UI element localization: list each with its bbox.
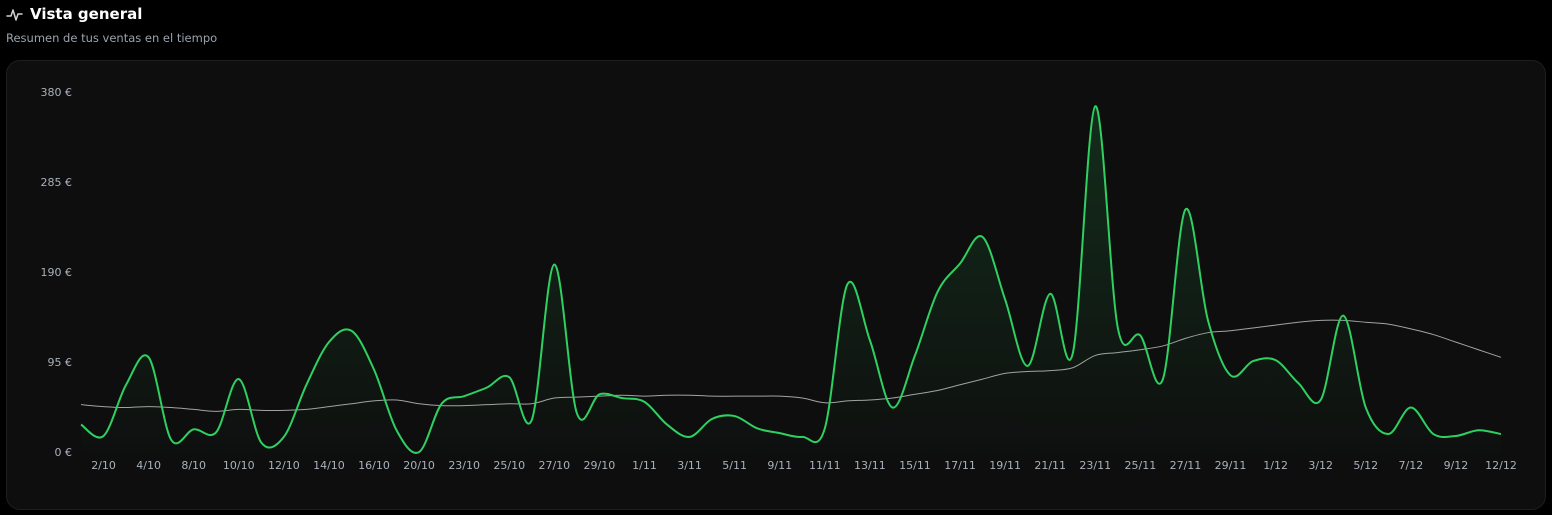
x-tick-label: 21/11	[1034, 459, 1066, 472]
x-tick-label: 13/11	[854, 459, 886, 472]
x-tick-label: 25/11	[1125, 459, 1157, 472]
title: Vista general	[30, 5, 143, 23]
x-tick-label: 16/10	[358, 459, 390, 472]
y-tick-label: 0 €	[55, 446, 73, 459]
activity-icon	[6, 9, 23, 21]
y-tick-label: 380 €	[41, 86, 73, 99]
x-tick-label: 1/12	[1263, 459, 1288, 472]
x-tick-label: 14/10	[313, 459, 345, 472]
subtitle: Resumen de tus ventas en el tiempo	[6, 31, 218, 45]
x-tick-label: 10/10	[223, 459, 255, 472]
x-tick-label: 17/11	[944, 459, 976, 472]
x-tick-label: 29/10	[584, 459, 616, 472]
x-tick-label: 5/11	[722, 459, 747, 472]
sales-line	[80, 105, 1502, 454]
y-tick-label: 285 €	[41, 176, 73, 189]
x-tick-label: 15/11	[899, 459, 931, 472]
x-tick-label: 5/12	[1353, 459, 1378, 472]
x-tick-label: 23/11	[1079, 459, 1111, 472]
x-tick-label: 7/12	[1398, 459, 1423, 472]
x-tick-label: 8/10	[181, 459, 206, 472]
x-tick-label: 9/11	[767, 459, 792, 472]
x-tick-label: 27/11	[1170, 459, 1202, 472]
x-tick-label: 20/10	[403, 459, 435, 472]
x-tick-label: 23/10	[448, 459, 480, 472]
y-tick-label: 190 €	[41, 266, 73, 279]
x-tick-label: 11/11	[809, 459, 841, 472]
x-tick-label: 25/10	[493, 459, 525, 472]
x-tick-label: 3/12	[1308, 459, 1333, 472]
x-tick-label: 9/12	[1444, 459, 1469, 472]
x-tick-label: 19/11	[989, 459, 1021, 472]
x-tick-label: 2/10	[91, 459, 116, 472]
x-tick-label: 29/11	[1215, 459, 1247, 472]
x-tick-label: 12/12	[1485, 459, 1517, 472]
y-tick-label: 95 €	[48, 356, 73, 369]
x-tick-label: 12/10	[268, 459, 300, 472]
x-tick-label: 1/11	[632, 459, 657, 472]
x-tick-label: 4/10	[136, 459, 161, 472]
x-tick-label: 3/11	[677, 459, 702, 472]
x-tick-label: 27/10	[538, 459, 570, 472]
area	[81, 106, 1501, 454]
